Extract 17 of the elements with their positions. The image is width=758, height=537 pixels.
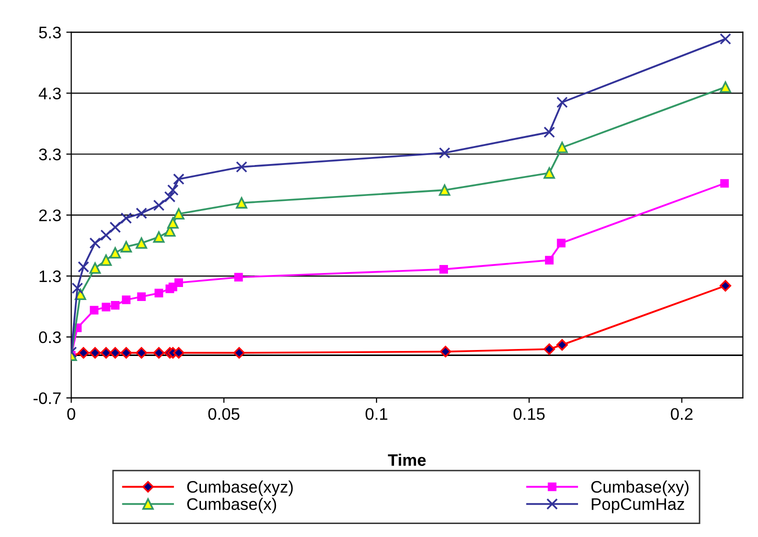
- y-tick-label: 5.3: [39, 26, 61, 38]
- y-tick-label: 1.3: [40, 270, 61, 282]
- x-tick-label: 0.2: [670, 408, 693, 420]
- legend-label: Cumbase(xy): [591, 480, 689, 496]
- x-tick-label: 0.15: [514, 408, 545, 420]
- x-tick-label: 0.05: [208, 408, 240, 420]
- legend-label: PopCumHaz: [592, 498, 684, 514]
- y-tick-label: 4.3: [38, 88, 61, 100]
- x-tick-label: 0.1: [366, 408, 388, 420]
- y-tick-label: 0.3: [39, 331, 61, 344]
- x-tick-label: 0: [67, 408, 76, 420]
- x-axis-title: Time: [388, 454, 426, 466]
- legend-label: Cumbase(xyz): [187, 480, 293, 496]
- legend-label: Cumbase(x): [187, 498, 276, 514]
- y-tick-label: -0.7: [34, 392, 61, 404]
- y-tick-label: 2.3: [39, 209, 61, 222]
- y-tick-label: 3.3: [39, 148, 61, 160]
